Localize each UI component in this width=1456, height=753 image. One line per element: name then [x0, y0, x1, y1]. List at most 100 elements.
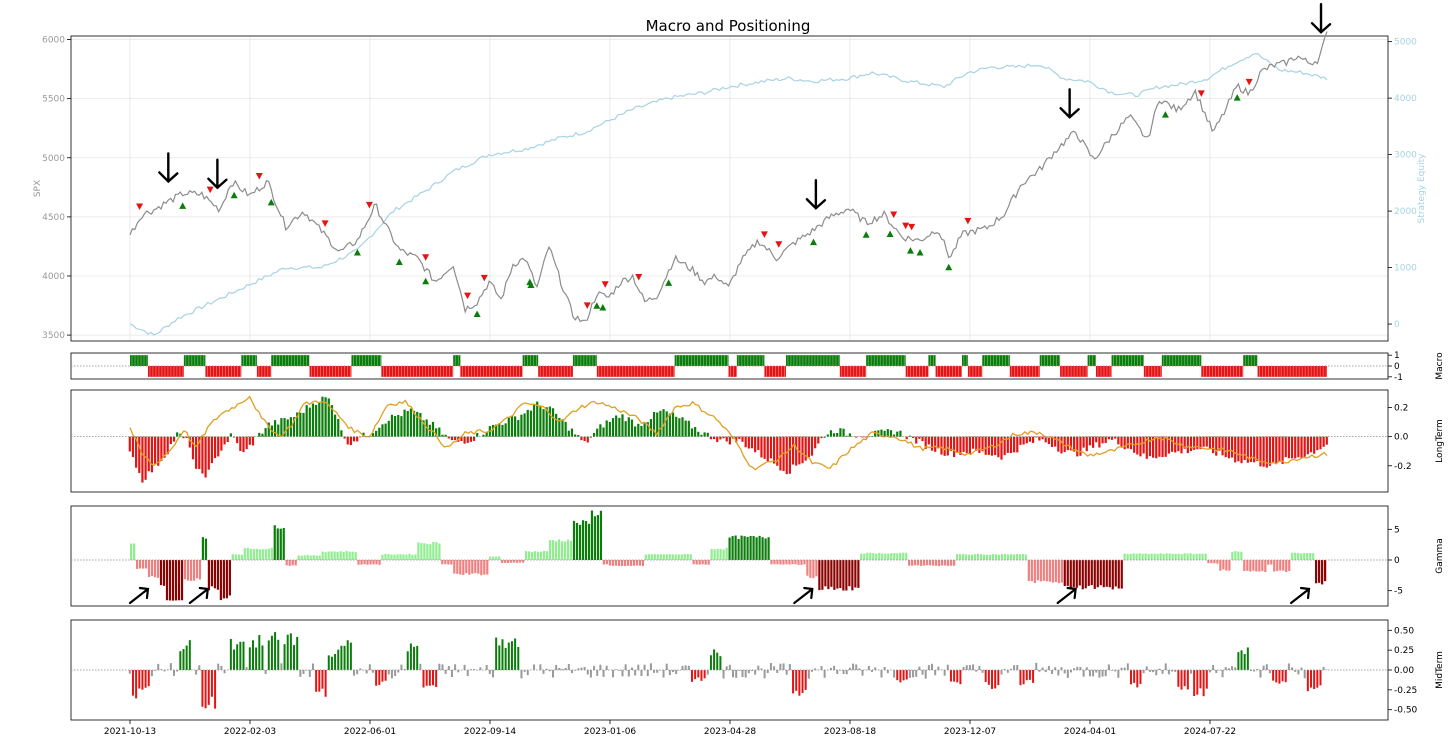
midterm-bar: [1107, 664, 1110, 670]
gamma-bar: [471, 559, 474, 574]
longterm-panel: 0.2 0.0 -0.2 LongTerm: [70, 389, 1445, 493]
gamma-bar: [961, 554, 965, 560]
gamma-bar: [441, 559, 444, 565]
gamma-ytick-label: 0: [1394, 556, 1400, 566]
gamma-bar: [411, 554, 414, 560]
midterm-bar: [893, 670, 896, 678]
equity-ytick-label: 4000: [1394, 94, 1417, 104]
longterm-bar-positive: [697, 431, 700, 437]
longterm-bar-negative: [1249, 436, 1253, 463]
longterm-bar-positive: [555, 413, 558, 437]
longterm-bar-negative: [356, 436, 359, 442]
midterm-bar: [438, 663, 441, 670]
gamma-bar: [1216, 559, 1219, 564]
midterm-bar: [912, 670, 915, 678]
gamma-bar: [330, 551, 333, 560]
longterm-bar-positive: [510, 415, 514, 437]
gamma-bar: [932, 559, 935, 566]
gamma-bar: [357, 559, 360, 565]
midterm-bar: [833, 665, 836, 670]
gamma-bar: [964, 554, 968, 560]
gamma-bar: [1102, 559, 1105, 588]
longterm-bar-negative: [251, 436, 255, 446]
gamma-bar: [1105, 559, 1108, 587]
gamma-bar: [1090, 559, 1093, 586]
gamma-bar: [623, 559, 626, 567]
gamma-bar: [1033, 559, 1036, 583]
annotation-arrow: [793, 586, 814, 605]
midterm-bar: [1278, 670, 1281, 684]
macro-bar-positive: [1087, 355, 1096, 366]
gamma-bar: [967, 554, 971, 560]
midterm-bar: [422, 670, 425, 688]
gamma-bar: [345, 550, 348, 560]
gamma-bar: [372, 559, 375, 565]
gamma-bar: [1324, 559, 1327, 582]
macro-bar-negative: [309, 366, 352, 377]
gamma-bar: [354, 552, 357, 560]
gamma-bar: [1270, 559, 1273, 565]
midterm-bar: [564, 667, 567, 670]
midterm-bar: [413, 646, 416, 670]
annotation-arrow: [1310, 3, 1332, 34]
midterm-bar: [428, 670, 431, 686]
gamma-bar: [171, 559, 175, 601]
longterm-bar-positive: [602, 427, 605, 437]
midterm-bar: [728, 664, 731, 670]
longterm-bar-positive: [393, 416, 397, 437]
longterm-bar-positive: [283, 418, 286, 437]
midterm-bar: [381, 670, 384, 682]
longterm-bar-positive: [700, 434, 703, 437]
gamma-ytick-label: 5: [1394, 525, 1400, 535]
macro-bar-negative: [1201, 366, 1244, 377]
gamma-bar: [1096, 559, 1099, 588]
longterm-bar-negative: [1243, 436, 1246, 460]
midterm-bar: [1152, 670, 1155, 673]
midterm-bar: [195, 670, 198, 675]
sell-marker: [464, 292, 472, 300]
midterm-bar: [141, 670, 144, 690]
midterm-bar: [994, 670, 997, 689]
longterm-bar-negative: [1148, 436, 1152, 457]
midterm-bar: [668, 670, 671, 676]
longterm-bar-positive: [482, 434, 485, 437]
midterm-ytick-label: -0.25: [1394, 686, 1417, 696]
macro-bar-positive: [928, 355, 936, 366]
midterm-bar: [384, 670, 387, 681]
midterm-bar: [943, 670, 946, 676]
gamma-bar: [872, 553, 875, 560]
midterm-bar: [1212, 664, 1215, 670]
longterm-bar-negative: [166, 436, 169, 455]
x-tick-label: 2024-07-22: [1184, 727, 1236, 737]
midterm-bar: [1237, 652, 1240, 670]
longterm-bar-negative: [953, 436, 956, 458]
gamma-bar: [1075, 559, 1078, 588]
midterm-bar: [915, 670, 918, 677]
gamma-bar: [159, 559, 163, 586]
midterm-bar: [1126, 663, 1129, 670]
midterm-bar: [330, 656, 333, 670]
midterm-bar: [757, 665, 760, 670]
gamma-bar: [432, 541, 435, 560]
midterm-bar: [716, 652, 719, 670]
midterm-bar: [289, 633, 292, 670]
midterm-bar: [694, 670, 697, 680]
gamma-bar: [1219, 559, 1222, 571]
gamma-bar: [1273, 559, 1276, 572]
midterm-bar: [937, 666, 940, 670]
midterm-bar: [1060, 667, 1063, 670]
gamma-bar: [138, 559, 142, 569]
longterm-bar-negative: [153, 436, 157, 464]
gamma-bar: [1099, 559, 1102, 586]
longterm-bar-negative: [766, 436, 769, 462]
midterm-bar: [1243, 654, 1246, 670]
gamma-bar: [540, 551, 543, 560]
longterm-bar-positive: [596, 428, 599, 437]
gamma-bar: [554, 541, 558, 560]
gamma-bar: [1249, 559, 1252, 572]
midterm-bar: [1076, 666, 1079, 670]
longterm-bar-positive: [476, 432, 479, 437]
gamma-bar: [1000, 554, 1004, 560]
gamma-bar: [749, 536, 752, 560]
